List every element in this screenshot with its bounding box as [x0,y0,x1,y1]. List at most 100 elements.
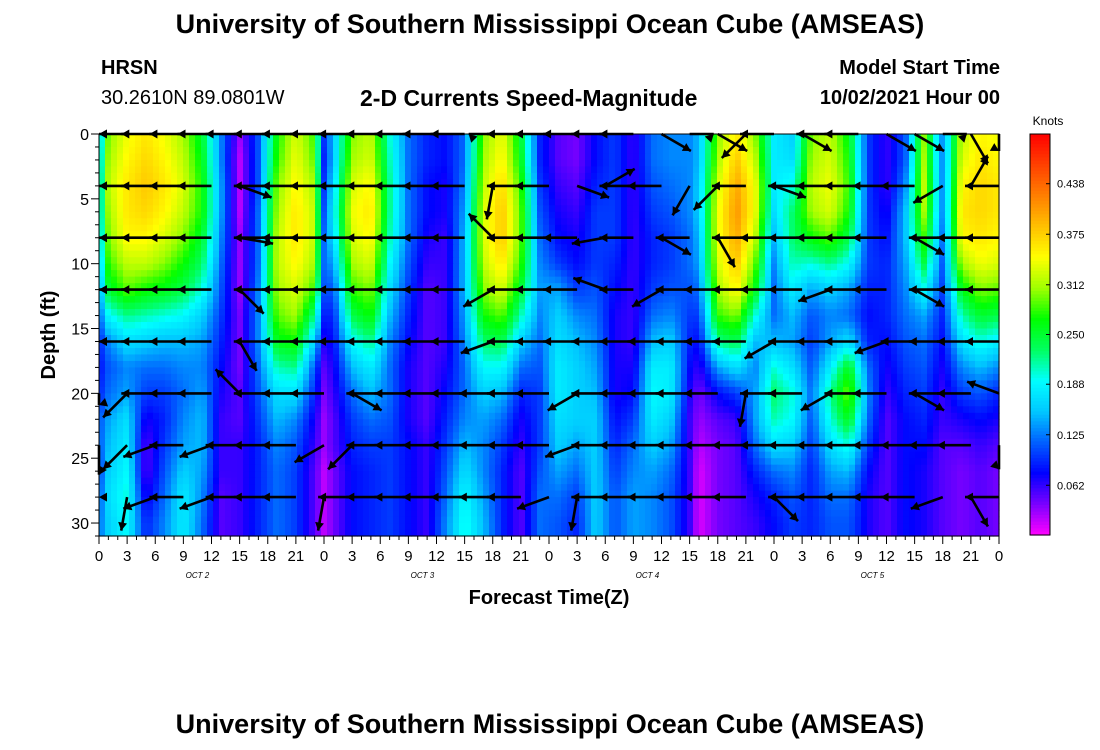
heatmap-cell [795,341,802,349]
heatmap-cell [339,140,346,148]
heatmap-cell [669,211,676,219]
heatmap-cell [165,185,172,193]
heatmap-cell [231,328,238,336]
heatmap-cell [429,218,436,226]
heatmap-cell [705,179,712,187]
heatmap-cell [747,211,754,219]
heatmap-cell [603,309,610,317]
heatmap-cell [375,335,382,343]
heatmap-cell [603,328,610,336]
heatmap-cell [663,335,670,343]
heatmap-cell [321,153,328,161]
heatmap-cell [993,218,1000,226]
heatmap-cell [717,211,724,219]
heatmap-cell [321,250,328,258]
heatmap-cell [375,328,382,336]
heatmap-cell [771,172,778,180]
heatmap-cell [717,134,724,142]
heatmap-cell [855,289,862,297]
heatmap-cell [993,328,1000,336]
heatmap-cell [477,315,484,323]
heatmap-cell [399,172,406,180]
heatmap-cell [933,237,940,245]
heatmap-cell [447,276,454,284]
heatmap-cell [171,237,178,245]
heatmap-cell [519,166,526,174]
heatmap-cell [729,224,736,232]
heatmap-cell [243,146,250,155]
heatmap-cell [597,270,604,278]
heatmap-cell [879,185,886,193]
heatmap-cell [957,244,964,252]
heatmap-cell [873,211,880,219]
heatmap-cell [663,296,670,304]
heatmap-cell [915,257,922,265]
heatmap-cell [597,335,604,343]
heatmap-cell [879,341,886,349]
heatmap-cell [417,231,424,239]
heatmap-cell [207,315,214,323]
heatmap-cell [213,134,220,142]
heatmap-cell [801,159,808,168]
heatmap-cell [393,283,400,291]
heatmap-cell [747,315,754,323]
heatmap-cell [357,328,364,336]
heatmap-cell [447,328,454,336]
heatmap-cell [207,153,214,161]
heatmap-cell [243,270,250,278]
heatmap-cell [795,185,802,193]
heatmap-cell [399,283,406,291]
heatmap-cell [117,218,124,226]
heatmap-cell [303,237,310,245]
heatmap-cell [501,270,508,278]
heatmap-cell [777,192,784,200]
heatmap-cell [807,211,814,219]
heatmap-cell [465,172,472,180]
heatmap-cell [261,146,268,155]
heatmap-cell [267,146,274,155]
heatmap-cell [669,283,676,291]
heatmap-cell [687,276,694,284]
heatmap-cell [99,270,106,278]
heatmap-cell [405,224,412,232]
heatmap-cell [759,179,766,187]
heatmap-cell [855,328,862,336]
heatmap-cell [327,244,334,252]
heatmap-cell [657,283,664,291]
heatmap-cell [339,309,346,317]
heatmap-cell [285,231,292,239]
heatmap-cell [339,328,346,336]
heatmap-cell [411,172,418,180]
heatmap-cell [489,302,496,310]
heatmap-cell [657,244,664,252]
heatmap-cell [381,198,388,206]
heatmap-cell [957,231,964,239]
heatmap-cell [219,263,226,271]
heatmap-cell [183,192,190,200]
heatmap-cell [861,153,868,161]
heatmap-cell [777,263,784,271]
heatmap-cell [225,257,232,265]
heatmap-cell [159,134,166,142]
heatmap-cell [669,237,676,245]
heatmap-cell [837,211,844,219]
heatmap-cell [273,257,280,265]
heatmap-cell [573,335,580,343]
heatmap-cell [375,218,382,226]
heatmap-cell [303,244,310,252]
heatmap-cell [387,153,394,161]
heatmap-cell [651,250,658,258]
heatmap-cell [591,192,598,200]
heatmap-cell [705,140,712,148]
heatmap-cell [393,257,400,265]
heatmap-cell [279,315,286,323]
heatmap-cell [381,185,388,193]
heatmap-cell [231,198,238,206]
heatmap-cell [867,172,874,180]
heatmap-cell [747,328,754,336]
heatmap-cell [747,257,754,265]
heatmap-cell [879,224,886,232]
heatmap-cell [279,172,286,180]
heatmap-cell [777,289,784,297]
heatmap-cell [699,166,706,174]
